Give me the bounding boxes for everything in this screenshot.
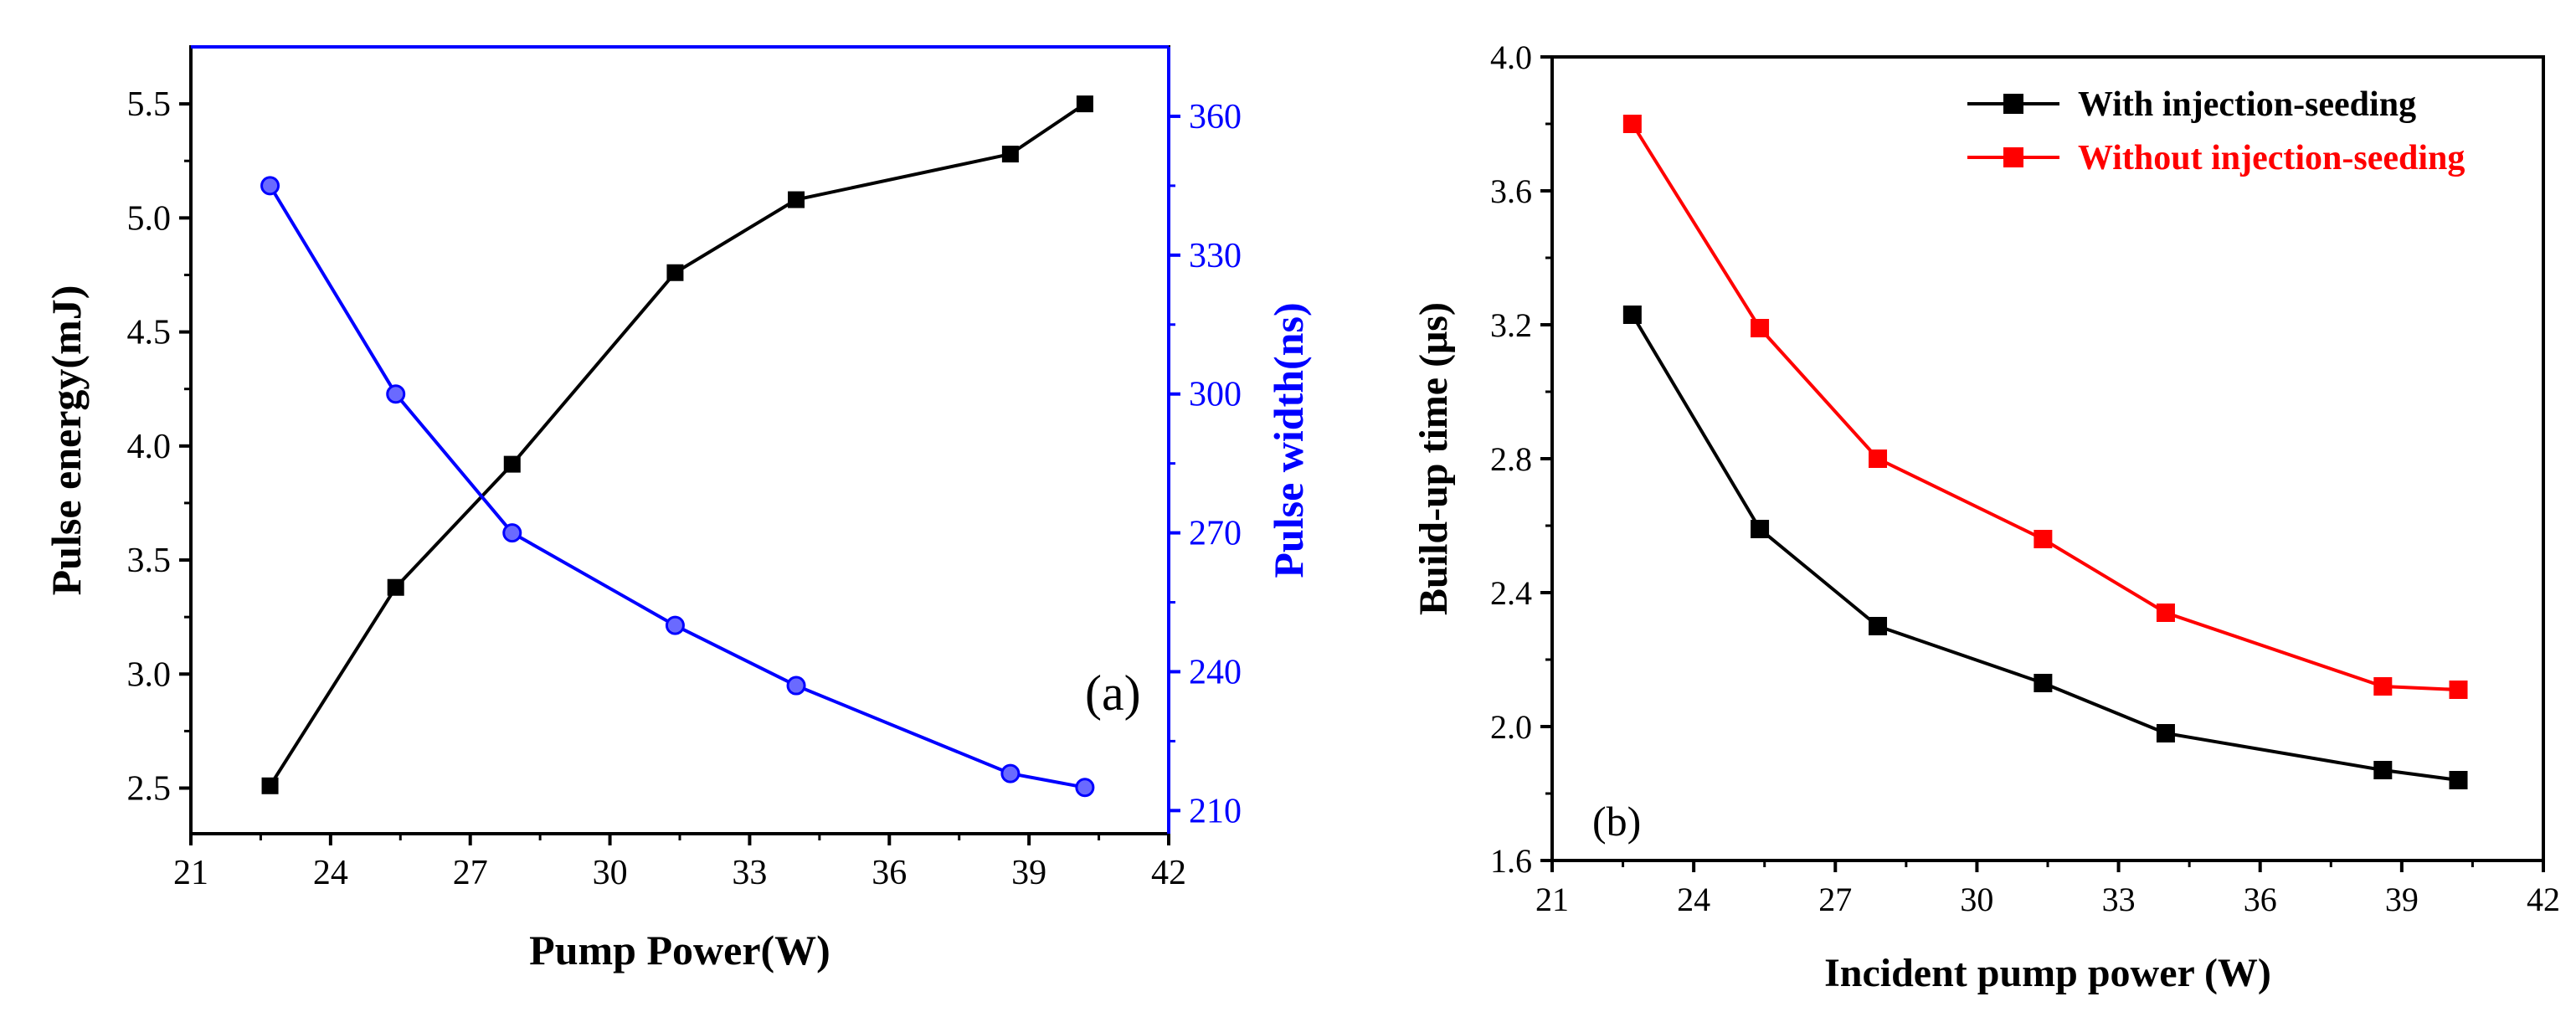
y-tick-label-right-a: 330 (1189, 237, 1242, 275)
legend-b: With injection-seeding Without injection… (1967, 85, 2465, 177)
legend-label-with-seeding: With injection-seeding (2078, 85, 2416, 124)
y-tick-label-b: 4.0 (1490, 39, 1532, 76)
data-point-a-0 (387, 578, 404, 596)
y-tick-label-left-a: 4.0 (127, 428, 172, 466)
series-line-a-0 (268, 102, 1087, 787)
legend-label-without-seeding: Without injection-seeding (2078, 139, 2465, 177)
chart-panel-a: 21 24 27 30 33 36 39 42 2.5 3.0 3.5 4.0 4.5 5.0 5.5 210… (43, 45, 1312, 973)
y-tick-label-left-a: 3.5 (127, 542, 172, 580)
x-tick-label-a: 30 (593, 854, 628, 892)
data-point-a-1 (1000, 763, 1021, 783)
data-point-a-0 (788, 191, 805, 208)
x-tick-label-b: 39 (2385, 881, 2419, 918)
data-point-b-0 (2373, 761, 2393, 779)
y-tick-label-b: 2.4 (1490, 574, 1532, 612)
series-line-b-1 (1631, 122, 2459, 691)
data-point-b-0 (2034, 674, 2053, 692)
data-point-a-0 (666, 264, 684, 281)
y-tick-label-right-a: 240 (1189, 653, 1242, 691)
y-tick-label-left-a: 5.5 (127, 85, 172, 124)
x-tick-label-a: 27 (453, 854, 488, 892)
x-tick-label-b: 24 (1677, 881, 1710, 918)
y-tick-label-b: 1.6 (1490, 842, 1532, 880)
panel-label-a: (a) (1085, 665, 1141, 721)
data-point-b-1 (2156, 604, 2175, 622)
y-tick-label-left-a: 4.5 (127, 314, 172, 352)
y-tick-label-b: 2.8 (1490, 440, 1532, 478)
y-tick-label-left-a: 3.0 (127, 655, 172, 694)
data-point-b-1 (1869, 449, 1888, 468)
y-tick-label-right-a: 300 (1189, 376, 1242, 414)
data-point-a-1 (386, 384, 406, 404)
x-tick-label-a: 33 (732, 854, 767, 892)
plot-frame-b (1550, 55, 2545, 862)
data-point-b-1 (1622, 115, 1642, 133)
x-tick-label-b: 36 (2244, 881, 2277, 918)
data-point-a-0 (1076, 95, 1093, 113)
chart-panel-b: 21 24 27 30 33 36 39 42 1.6 2.0 2.4 2.8 3.2 3.6 4.0 In… (1411, 39, 2560, 995)
x-axis-title-a: Pump Power(W) (529, 927, 830, 973)
y-tick-label-b: 3.6 (1490, 172, 1532, 210)
series-layer-a (260, 95, 1095, 798)
y-tick-label-left-a: 2.5 (127, 770, 172, 809)
series-layer-b (1622, 115, 2468, 789)
y-tick-label-right-a: 210 (1189, 792, 1242, 830)
x-tick-label-a: 36 (872, 854, 907, 892)
data-point-a-1 (260, 176, 280, 196)
legend-marker-with-seeding (2003, 94, 2023, 114)
data-point-a-0 (261, 777, 279, 794)
data-point-a-0 (503, 455, 521, 473)
axis-ticks-a: 21 24 27 30 33 36 39 42 2.5 3.0 3.5 4.0 4.5 5.0 5.5 210… (127, 85, 1242, 892)
x-axis-title-b: Incident pump power (W) (1824, 951, 2271, 995)
data-point-a-0 (1001, 146, 1019, 163)
axis-ticks-b: 21 24 27 30 33 36 39 42 1.6 2.0 2.4 2.8 3.2 3.6 4.0 (1490, 39, 2560, 918)
data-point-b-0 (2156, 724, 2175, 742)
data-point-b-0 (1622, 306, 1642, 324)
x-tick-label-b: 21 (1535, 881, 1569, 918)
data-point-b-0 (2449, 771, 2468, 789)
x-tick-label-a: 21 (173, 854, 208, 892)
x-tick-label-a: 24 (313, 854, 348, 892)
data-point-b-1 (1751, 319, 1770, 337)
y-tick-label-b: 3.2 (1490, 306, 1532, 344)
y-tick-label-left-a: 5.0 (127, 199, 172, 238)
y-axis-title-left-a: Pulse energy(mJ) (43, 285, 90, 596)
data-point-a-1 (786, 676, 806, 696)
y-tick-label-right-a: 270 (1189, 515, 1242, 553)
x-tick-label-a: 39 (1011, 854, 1046, 892)
y-axis-title-b: Build-up time (μs) (1411, 302, 1456, 615)
data-point-b-1 (2449, 681, 2468, 699)
y-tick-label-b: 2.0 (1490, 708, 1532, 746)
x-tick-label-a: 42 (1151, 854, 1186, 892)
x-tick-label-b: 33 (2102, 881, 2136, 918)
data-point-a-1 (502, 523, 522, 543)
data-point-b-1 (2034, 530, 2053, 548)
plot-frame-a (189, 45, 1170, 835)
data-point-a-1 (1075, 778, 1095, 798)
data-point-b-0 (1751, 520, 1770, 538)
legend-marker-without-seeding (2003, 147, 2023, 167)
y-tick-label-right-a: 360 (1189, 98, 1242, 136)
y-axis-title-right-a: Pulse width(ns) (1265, 302, 1312, 578)
data-point-b-1 (2373, 677, 2393, 696)
x-tick-label-b: 42 (2527, 881, 2560, 918)
data-point-b-0 (1869, 617, 1888, 635)
x-tick-label-b: 30 (1960, 881, 1993, 918)
data-point-a-1 (665, 615, 685, 635)
panel-label-b: (b) (1592, 798, 1641, 845)
x-tick-label-b: 27 (1818, 881, 1852, 918)
